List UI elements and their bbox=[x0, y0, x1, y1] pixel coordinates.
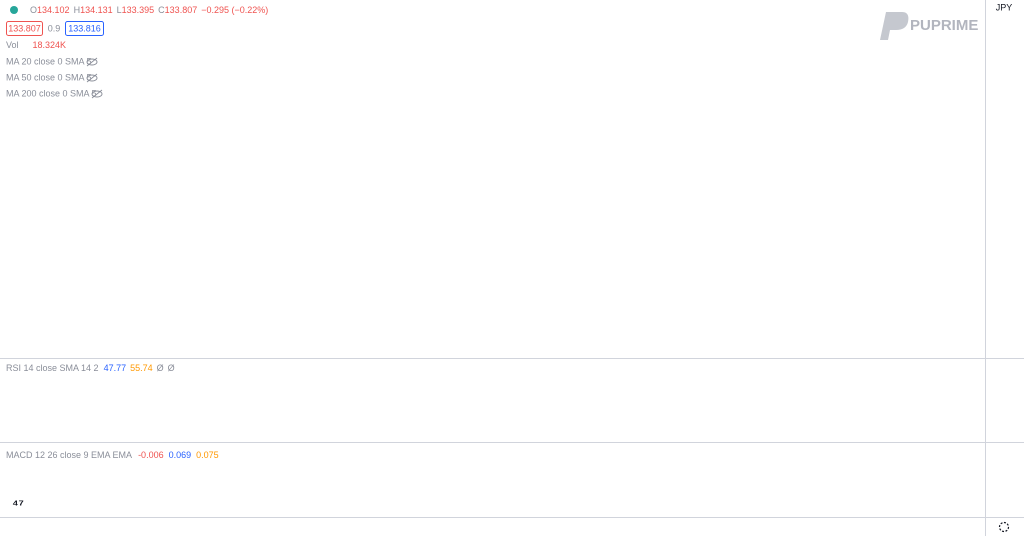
eye-slash bbox=[91, 89, 103, 99]
rsi-sma-value: 55.74 bbox=[130, 363, 153, 373]
ma-legend: MA 200 close 0 SMA 5 bbox=[6, 88, 97, 98]
close-label: C bbox=[158, 5, 165, 15]
high-label: H bbox=[74, 5, 81, 15]
eye-icon[interactable] bbox=[91, 90, 103, 98]
ma-legend: MA 20 close 0 SMA 5 bbox=[6, 56, 92, 66]
bid: 133.807 bbox=[8, 23, 41, 33]
volume-value: 18.324K bbox=[33, 40, 67, 50]
low-label: L bbox=[117, 5, 122, 15]
change: −0.295 (−0.22%) bbox=[201, 5, 268, 15]
rsi-value: 47.77 bbox=[104, 363, 127, 373]
macd-value: 0.069 bbox=[169, 450, 192, 460]
na-label: Ø bbox=[168, 363, 175, 373]
volume-name: Vol bbox=[6, 40, 19, 50]
currency: JPY bbox=[996, 2, 1013, 12]
macd-title: MACD 12 26 close 9 EMA EMA bbox=[6, 450, 132, 460]
eye-slash bbox=[86, 73, 98, 83]
signal-value: 0.075 bbox=[196, 450, 219, 460]
eye-slash bbox=[86, 57, 98, 67]
brand-logo bbox=[880, 12, 909, 40]
macd-legend: MACD 12 26 close 9 EMA EMA -0.006 0.069 0.0… bbox=[6, 450, 219, 460]
settings-icon[interactable] bbox=[998, 521, 1010, 533]
buy-button[interactable] bbox=[65, 21, 104, 36]
rsi-legend: RSI 14 close SMA 14 2 47.77 55.74 Ø Ø bbox=[6, 363, 175, 373]
market-status[interactable] bbox=[10, 6, 18, 14]
low-value: 133.395 bbox=[122, 5, 155, 15]
visibility-icons bbox=[86, 57, 103, 99]
platform-logo[interactable]: ⁴⁷ bbox=[12, 496, 24, 511]
ask: 133.816 bbox=[68, 23, 101, 33]
open-value: 134.102 bbox=[37, 5, 70, 15]
na-label: Ø bbox=[157, 363, 164, 373]
ohlc-header: O134.102 H134.131 L133.395 C133.807 −0.295 (… bbox=[30, 5, 268, 15]
brand-name: PUPRIME bbox=[910, 17, 978, 34]
close-value: 133.807 bbox=[165, 5, 198, 15]
sell-button[interactable] bbox=[6, 21, 43, 36]
volume-legend: Vol 18.324K bbox=[6, 40, 66, 50]
histogram-value: -0.006 bbox=[138, 450, 164, 460]
eye-icon[interactable] bbox=[86, 74, 98, 82]
ma-legend: MA 50 close 0 SMA 5 bbox=[6, 72, 92, 82]
open-label: O bbox=[30, 5, 37, 15]
rsi-title: RSI 14 close SMA 14 2 bbox=[6, 363, 99, 373]
high-value: 134.131 bbox=[80, 5, 113, 15]
eye-icon[interactable] bbox=[86, 58, 98, 66]
spread: 0.9 bbox=[48, 23, 61, 33]
